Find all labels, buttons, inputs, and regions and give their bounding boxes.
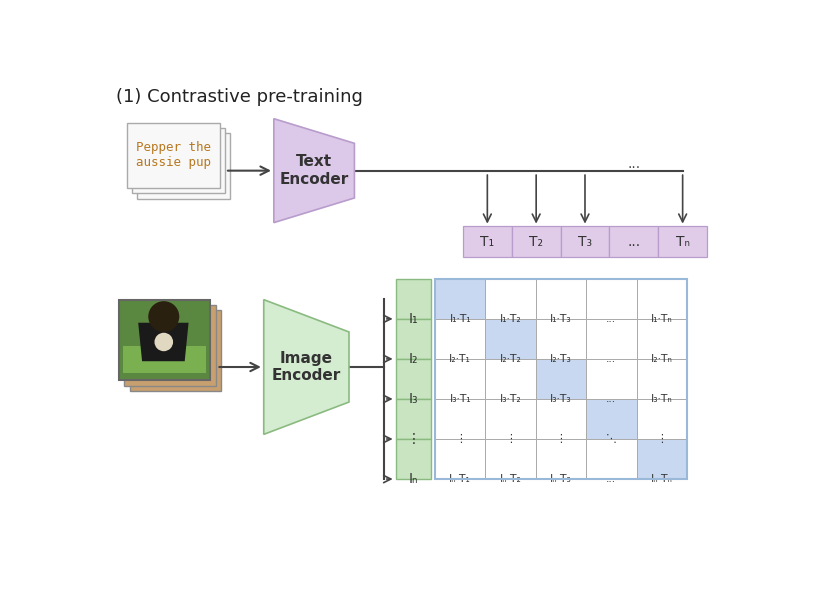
FancyBboxPatch shape (637, 359, 687, 399)
Text: I₂·T₂: I₂·T₂ (500, 354, 522, 364)
Text: I₁·Tₙ: I₁·Tₙ (651, 314, 673, 324)
FancyBboxPatch shape (435, 439, 486, 479)
FancyBboxPatch shape (130, 310, 221, 391)
FancyBboxPatch shape (486, 359, 536, 399)
Polygon shape (274, 118, 354, 223)
FancyBboxPatch shape (463, 226, 512, 257)
Text: ⋮: ⋮ (656, 434, 667, 444)
Text: Tₙ: Tₙ (675, 235, 690, 249)
Text: I₂: I₂ (409, 352, 418, 366)
FancyBboxPatch shape (395, 399, 431, 439)
Text: ⋱: ⋱ (606, 434, 617, 444)
FancyBboxPatch shape (435, 359, 486, 399)
FancyBboxPatch shape (395, 319, 431, 359)
FancyBboxPatch shape (536, 319, 586, 359)
FancyBboxPatch shape (586, 359, 637, 399)
Text: ...: ... (607, 394, 617, 404)
FancyBboxPatch shape (536, 439, 586, 479)
Text: I₁·T₃: I₁·T₃ (550, 314, 571, 324)
Circle shape (154, 333, 173, 351)
FancyBboxPatch shape (119, 300, 211, 381)
FancyBboxPatch shape (435, 279, 486, 319)
Polygon shape (263, 300, 349, 434)
Text: T₂: T₂ (529, 235, 543, 249)
Text: T₁: T₁ (480, 235, 494, 249)
Text: ...: ... (607, 314, 617, 324)
Text: I₂·T₁: I₂·T₁ (450, 354, 471, 364)
FancyBboxPatch shape (512, 226, 560, 257)
FancyBboxPatch shape (536, 399, 586, 439)
Text: I₃·T₂: I₃·T₂ (500, 394, 522, 404)
FancyBboxPatch shape (586, 319, 637, 359)
FancyBboxPatch shape (609, 226, 659, 257)
FancyBboxPatch shape (127, 123, 220, 188)
Text: I₁: I₁ (409, 312, 418, 326)
FancyBboxPatch shape (659, 226, 707, 257)
FancyBboxPatch shape (122, 346, 206, 373)
Text: ⋮: ⋮ (455, 434, 466, 444)
FancyBboxPatch shape (435, 399, 486, 439)
FancyBboxPatch shape (395, 359, 431, 399)
FancyBboxPatch shape (395, 439, 431, 479)
Text: ⋮: ⋮ (555, 434, 566, 444)
Text: I₁·T₁: I₁·T₁ (450, 314, 471, 324)
Text: ...: ... (607, 354, 617, 364)
FancyBboxPatch shape (486, 319, 536, 359)
Text: Iₙ·T₂: Iₙ·T₂ (500, 474, 522, 484)
Text: I₃·T₃: I₃·T₃ (550, 394, 571, 404)
Text: I₂·Tₙ: I₂·Tₙ (651, 354, 673, 364)
FancyBboxPatch shape (637, 279, 687, 319)
FancyBboxPatch shape (586, 399, 637, 439)
Circle shape (149, 301, 180, 332)
Text: (1) Contrastive pre-training: (1) Contrastive pre-training (116, 88, 362, 106)
FancyBboxPatch shape (486, 279, 536, 319)
Text: ...: ... (628, 235, 640, 249)
Text: I₃·T₁: I₃·T₁ (450, 394, 471, 404)
FancyBboxPatch shape (536, 279, 586, 319)
Text: Iₙ·T₃: Iₙ·T₃ (550, 474, 572, 484)
Text: ...: ... (628, 158, 640, 172)
FancyBboxPatch shape (586, 439, 637, 479)
FancyBboxPatch shape (637, 439, 687, 479)
Text: ...: ... (607, 474, 617, 484)
Text: I₁·T₂: I₁·T₂ (500, 314, 522, 324)
Polygon shape (138, 323, 189, 361)
Text: Image
Encoder: Image Encoder (272, 351, 341, 383)
FancyBboxPatch shape (486, 399, 536, 439)
FancyBboxPatch shape (560, 226, 609, 257)
FancyBboxPatch shape (124, 305, 216, 386)
Text: Iₙ: Iₙ (409, 472, 418, 486)
Text: Iₙ·T₁: Iₙ·T₁ (450, 474, 471, 484)
FancyBboxPatch shape (435, 319, 486, 359)
FancyBboxPatch shape (586, 279, 637, 319)
FancyBboxPatch shape (395, 279, 431, 319)
FancyBboxPatch shape (536, 359, 586, 399)
FancyBboxPatch shape (486, 439, 536, 479)
Text: ⋮: ⋮ (505, 434, 516, 444)
Text: I₂·T₃: I₂·T₃ (550, 354, 572, 364)
Text: Pepper the
aussie pup: Pepper the aussie pup (136, 141, 211, 169)
Text: I₃·Tₙ: I₃·Tₙ (651, 394, 673, 404)
Text: Text
Encoder: Text Encoder (279, 155, 349, 187)
Text: Iₙ·Tₙ: Iₙ·Tₙ (651, 474, 673, 484)
Text: ⋮: ⋮ (406, 432, 420, 446)
FancyBboxPatch shape (138, 133, 231, 199)
FancyBboxPatch shape (637, 319, 687, 359)
FancyBboxPatch shape (637, 399, 687, 439)
FancyBboxPatch shape (132, 128, 225, 193)
Text: I₃: I₃ (409, 392, 418, 406)
Text: T₃: T₃ (578, 235, 592, 249)
